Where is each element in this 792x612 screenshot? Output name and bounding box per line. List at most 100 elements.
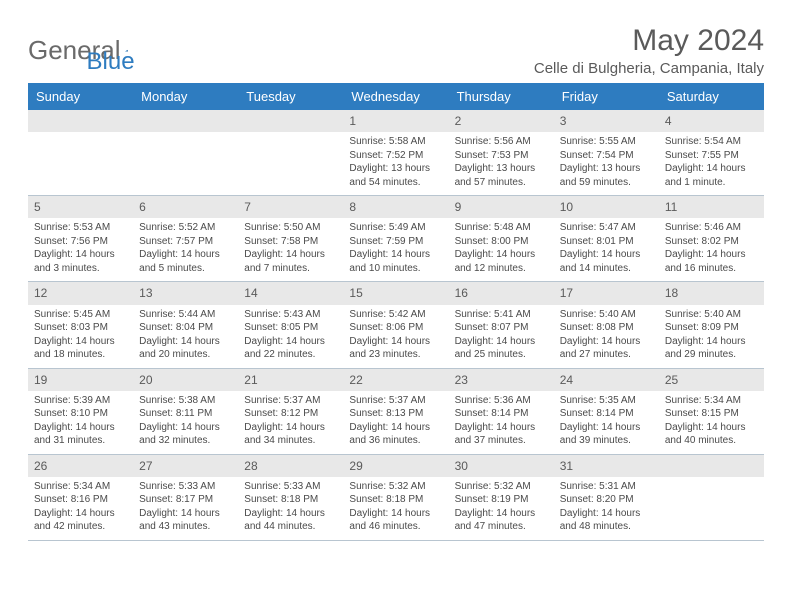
day-content: Sunrise: 5:33 AMSunset: 8:17 PMDaylight:… xyxy=(133,477,238,540)
day-content: Sunrise: 5:38 AMSunset: 8:11 PMDaylight:… xyxy=(133,391,238,454)
day-cell: 29Sunrise: 5:32 AMSunset: 8:18 PMDayligh… xyxy=(343,455,448,540)
sunset: Sunset: 8:13 PM xyxy=(349,407,442,421)
sunrise: Sunrise: 5:48 AM xyxy=(455,221,548,235)
day-content: Sunrise: 5:55 AMSunset: 7:54 PMDaylight:… xyxy=(554,132,659,195)
sunset: Sunset: 7:56 PM xyxy=(34,235,127,249)
day-header-cell: Tuesday xyxy=(238,83,343,110)
sunrise: Sunrise: 5:33 AM xyxy=(139,480,232,494)
day-number: 28 xyxy=(238,455,343,477)
day-header-cell: Monday xyxy=(133,83,238,110)
day-content: Sunrise: 5:49 AMSunset: 7:59 PMDaylight:… xyxy=(343,218,448,281)
day-content: Sunrise: 5:36 AMSunset: 8:14 PMDaylight:… xyxy=(449,391,554,454)
sunset: Sunset: 8:09 PM xyxy=(665,321,758,335)
day-cell: 18Sunrise: 5:40 AMSunset: 8:09 PMDayligh… xyxy=(659,282,764,367)
day-content: Sunrise: 5:45 AMSunset: 8:03 PMDaylight:… xyxy=(28,305,133,368)
day-content: Sunrise: 5:40 AMSunset: 8:08 PMDaylight:… xyxy=(554,305,659,368)
location: Celle di Bulgheria, Campania, Italy xyxy=(534,60,764,77)
sunrise: Sunrise: 5:53 AM xyxy=(34,221,127,235)
day-content: Sunrise: 5:37 AMSunset: 8:13 PMDaylight:… xyxy=(343,391,448,454)
sunset: Sunset: 8:08 PM xyxy=(560,321,653,335)
daylight: Daylight: 14 hours and 31 minutes. xyxy=(34,421,127,448)
sunset: Sunset: 8:18 PM xyxy=(349,493,442,507)
week-row: 1Sunrise: 5:58 AMSunset: 7:52 PMDaylight… xyxy=(28,110,764,196)
sunset: Sunset: 8:06 PM xyxy=(349,321,442,335)
sunrise: Sunrise: 5:39 AM xyxy=(34,394,127,408)
day-header-cell: Sunday xyxy=(28,83,133,110)
sunset: Sunset: 7:58 PM xyxy=(244,235,337,249)
day-number: 9 xyxy=(449,196,554,218)
day-cell: 11Sunrise: 5:46 AMSunset: 8:02 PMDayligh… xyxy=(659,196,764,281)
day-cell: 3Sunrise: 5:55 AMSunset: 7:54 PMDaylight… xyxy=(554,110,659,195)
day-number: 24 xyxy=(554,369,659,391)
sunset: Sunset: 8:05 PM xyxy=(244,321,337,335)
day-content: Sunrise: 5:32 AMSunset: 8:18 PMDaylight:… xyxy=(343,477,448,540)
day-number: 10 xyxy=(554,196,659,218)
sunrise: Sunrise: 5:40 AM xyxy=(560,308,653,322)
day-content: Sunrise: 5:48 AMSunset: 8:00 PMDaylight:… xyxy=(449,218,554,281)
day-content: Sunrise: 5:46 AMSunset: 8:02 PMDaylight:… xyxy=(659,218,764,281)
sunrise: Sunrise: 5:45 AM xyxy=(34,308,127,322)
day-number: 11 xyxy=(659,196,764,218)
sunrise: Sunrise: 5:55 AM xyxy=(560,135,653,149)
day-number-empty xyxy=(133,110,238,132)
day-content: Sunrise: 5:37 AMSunset: 8:12 PMDaylight:… xyxy=(238,391,343,454)
day-number-empty xyxy=(238,110,343,132)
header: General Blue May 2024 Celle di Bulgheria… xyxy=(28,24,764,77)
day-content: Sunrise: 5:42 AMSunset: 8:06 PMDaylight:… xyxy=(343,305,448,368)
day-cell: 30Sunrise: 5:32 AMSunset: 8:19 PMDayligh… xyxy=(449,455,554,540)
day-content: Sunrise: 5:43 AMSunset: 8:05 PMDaylight:… xyxy=(238,305,343,368)
sunrise: Sunrise: 5:42 AM xyxy=(349,308,442,322)
daylight: Daylight: 14 hours and 14 minutes. xyxy=(560,248,653,275)
daylight: Daylight: 14 hours and 32 minutes. xyxy=(139,421,232,448)
day-number: 2 xyxy=(449,110,554,132)
sunset: Sunset: 8:11 PM xyxy=(139,407,232,421)
sunrise: Sunrise: 5:34 AM xyxy=(34,480,127,494)
day-header-cell: Saturday xyxy=(659,83,764,110)
sunrise: Sunrise: 5:32 AM xyxy=(349,480,442,494)
day-cell: 27Sunrise: 5:33 AMSunset: 8:17 PMDayligh… xyxy=(133,455,238,540)
day-number: 4 xyxy=(659,110,764,132)
sunset: Sunset: 7:59 PM xyxy=(349,235,442,249)
sunset: Sunset: 8:14 PM xyxy=(560,407,653,421)
daylight: Daylight: 14 hours and 5 minutes. xyxy=(139,248,232,275)
daylight: Daylight: 14 hours and 3 minutes. xyxy=(34,248,127,275)
day-cell: 17Sunrise: 5:40 AMSunset: 8:08 PMDayligh… xyxy=(554,282,659,367)
sunrise: Sunrise: 5:43 AM xyxy=(244,308,337,322)
sunrise: Sunrise: 5:47 AM xyxy=(560,221,653,235)
day-number: 21 xyxy=(238,369,343,391)
day-cell: 22Sunrise: 5:37 AMSunset: 8:13 PMDayligh… xyxy=(343,369,448,454)
sunset: Sunset: 8:07 PM xyxy=(455,321,548,335)
daylight: Daylight: 14 hours and 44 minutes. xyxy=(244,507,337,534)
day-header-cell: Wednesday xyxy=(343,83,448,110)
daylight: Daylight: 14 hours and 1 minute. xyxy=(665,162,758,189)
day-number: 23 xyxy=(449,369,554,391)
day-number: 1 xyxy=(343,110,448,132)
daylight: Daylight: 14 hours and 34 minutes. xyxy=(244,421,337,448)
calendar: SundayMondayTuesdayWednesdayThursdayFrid… xyxy=(28,83,764,541)
day-number: 18 xyxy=(659,282,764,304)
sunset: Sunset: 8:18 PM xyxy=(244,493,337,507)
sunrise: Sunrise: 5:44 AM xyxy=(139,308,232,322)
day-cell: 31Sunrise: 5:31 AMSunset: 8:20 PMDayligh… xyxy=(554,455,659,540)
daylight: Daylight: 14 hours and 16 minutes. xyxy=(665,248,758,275)
sunset: Sunset: 8:04 PM xyxy=(139,321,232,335)
daylight: Daylight: 14 hours and 48 minutes. xyxy=(560,507,653,534)
sunrise: Sunrise: 5:37 AM xyxy=(349,394,442,408)
day-content: Sunrise: 5:35 AMSunset: 8:14 PMDaylight:… xyxy=(554,391,659,454)
day-cell: 24Sunrise: 5:35 AMSunset: 8:14 PMDayligh… xyxy=(554,369,659,454)
day-content: Sunrise: 5:58 AMSunset: 7:52 PMDaylight:… xyxy=(343,132,448,195)
sunset: Sunset: 8:10 PM xyxy=(34,407,127,421)
sunset: Sunset: 7:57 PM xyxy=(139,235,232,249)
day-cell: 16Sunrise: 5:41 AMSunset: 8:07 PMDayligh… xyxy=(449,282,554,367)
day-cell-empty xyxy=(659,455,764,540)
sunrise: Sunrise: 5:31 AM xyxy=(560,480,653,494)
day-cell-empty xyxy=(28,110,133,195)
sunrise: Sunrise: 5:46 AM xyxy=(665,221,758,235)
day-cell: 2Sunrise: 5:56 AMSunset: 7:53 PMDaylight… xyxy=(449,110,554,195)
daylight: Daylight: 14 hours and 46 minutes. xyxy=(349,507,442,534)
day-content: Sunrise: 5:31 AMSunset: 8:20 PMDaylight:… xyxy=(554,477,659,540)
day-number-empty xyxy=(28,110,133,132)
day-number: 17 xyxy=(554,282,659,304)
sunrise: Sunrise: 5:40 AM xyxy=(665,308,758,322)
sunset: Sunset: 8:03 PM xyxy=(34,321,127,335)
